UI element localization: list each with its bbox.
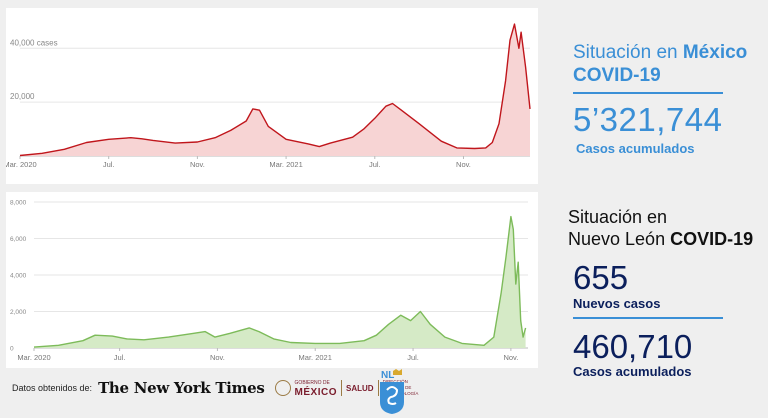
x-tick-label: Jul. xyxy=(114,353,126,362)
crown-icon xyxy=(393,369,402,375)
x-tick-label: Nov. xyxy=(503,353,518,362)
x-tick-label: Mar. 2020 xyxy=(17,353,50,362)
x-tick-label: Mar. 2020 xyxy=(6,160,37,169)
nuevo-leon-divider xyxy=(573,317,723,319)
mexico-label: MÉXICO xyxy=(294,387,337,398)
nuevo-leon-state-logo: NL xyxy=(380,369,404,414)
nuevo-leon-title-line2: Nuevo León COVID-19 xyxy=(568,228,768,251)
gobierno-de-label: GOBIERNO DE xyxy=(294,380,330,386)
nuevo-leon-title-line1: Situación en xyxy=(568,207,668,227)
x-tick-label: Nov. xyxy=(456,160,471,169)
logo-separator xyxy=(377,380,379,396)
series-area xyxy=(20,24,530,156)
x-tick-label: Mar. 2021 xyxy=(269,160,302,169)
nuevo-leon-total-cases: 460,710 xyxy=(573,328,693,365)
source-label: Datos obtenidos de: xyxy=(12,383,93,393)
y-tick-label: 8,000 xyxy=(10,200,27,207)
gobierno-text: GOBIERNO DE MÉXICO xyxy=(294,379,337,398)
logo-separator xyxy=(341,380,342,396)
series-area xyxy=(34,216,526,348)
y-tick-label: 20,000 xyxy=(10,92,35,101)
eagle-seal-icon xyxy=(274,380,291,396)
nuevo-leon-title-bold: COVID-19 xyxy=(670,229,754,249)
y-tick-label: 40,000 cases xyxy=(10,38,58,47)
mexico-title-line2: COVID-19 xyxy=(573,65,661,86)
nuevo-leon-new-cases-label: Nuevos casos xyxy=(573,296,661,311)
x-tick-label: Jul. xyxy=(369,160,381,169)
y-tick-label: 2,000 xyxy=(10,309,27,316)
mexico-total-cases: 5’321,744 xyxy=(573,101,723,138)
x-tick-label: Nov. xyxy=(210,353,225,362)
salud-label: SALUD xyxy=(346,383,374,393)
series-line xyxy=(33,215,527,348)
lion-mark-icon xyxy=(386,386,399,405)
nuevo-leon-chart-panel: 0 2,000 4,000 6,000 8,000 Mar. 2020 Jul. Nov. Ma… xyxy=(6,192,538,368)
nuevo-leon-cases-chart: 0 2,000 4,000 6,000 8,000 Mar. 2020 Jul. Nov. Ma… xyxy=(10,200,528,362)
source-bar: Datos obtenidos de: The New York Times G… xyxy=(12,375,418,401)
nuevo-leon-new-cases: 655 xyxy=(573,259,629,296)
nuevo-leon-title-prefix: Nuevo León xyxy=(568,229,671,249)
nuevo-leon-total-cases-label: Casos acumulados xyxy=(573,364,692,379)
x-tick-label: Jul. xyxy=(103,160,115,169)
mexico-title-line1: Situación en México xyxy=(573,41,768,64)
mexico-title-country: México xyxy=(682,42,748,63)
series-line xyxy=(19,23,531,157)
y-tick-label: 6,000 xyxy=(10,236,27,243)
mexico-divider xyxy=(573,92,723,94)
mexico-total-cases-label: Casos acumulados xyxy=(576,141,695,156)
mexico-chart-panel: 20,000 40,000 cases Mar. 2020 Jul. Nov. Mar. … xyxy=(3,8,538,184)
mexico-title-prefix: Situación en xyxy=(573,42,683,63)
nl-logo-text: NL xyxy=(381,370,394,381)
y-tick-label: 0 xyxy=(10,346,14,353)
mexico-cases-chart: 20,000 40,000 cases Mar. 2020 Jul. Nov. Mar. … xyxy=(3,23,531,169)
y-tick-label: 4,000 xyxy=(10,273,27,280)
x-tick-label: Nov. xyxy=(190,160,205,169)
nyt-logo: The New York Times xyxy=(98,379,265,397)
x-tick-label: Mar. 2021 xyxy=(299,353,332,362)
x-tick-label: Jul. xyxy=(407,353,419,362)
